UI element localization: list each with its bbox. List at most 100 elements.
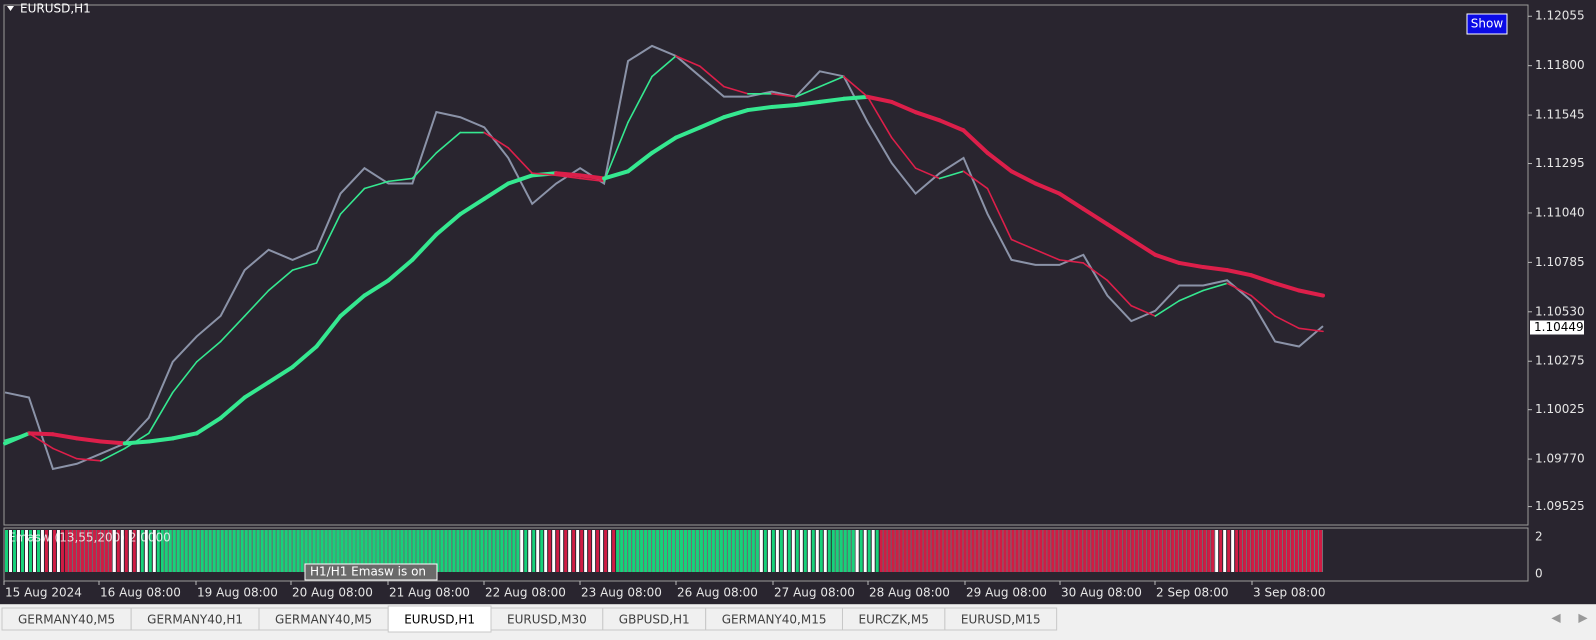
slow-ma-segment bbox=[1009, 169, 1038, 186]
signal-stripe bbox=[404, 530, 408, 572]
fast-ma-segment bbox=[1250, 294, 1276, 317]
signal-stripe bbox=[100, 530, 104, 572]
signal-stripe-gap bbox=[1070, 530, 1072, 572]
signal-stripe bbox=[1171, 530, 1175, 572]
signal-stripe bbox=[1135, 530, 1139, 572]
slow-ma-segment bbox=[146, 436, 175, 444]
signal-stripe-gap bbox=[363, 530, 365, 572]
tab[interactable] bbox=[387, 605, 492, 633]
signal-stripe bbox=[827, 530, 831, 572]
y-tick-label: 1.11295 bbox=[1535, 156, 1585, 170]
signal-stripe bbox=[620, 530, 624, 572]
signal-stripe-gap bbox=[950, 530, 952, 572]
signal-stripe-gap bbox=[1046, 530, 1048, 572]
fast-ma-segment bbox=[1274, 315, 1300, 330]
fast-ma-segment bbox=[1226, 282, 1252, 297]
signal-stripe bbox=[72, 530, 76, 572]
show-button-label[interactable]: Show bbox=[1471, 17, 1504, 31]
signal-stripe-gap bbox=[1170, 530, 1172, 572]
signal-stripe bbox=[528, 530, 532, 572]
signal-stripe bbox=[1303, 530, 1307, 572]
signal-stripe bbox=[260, 530, 264, 572]
signal-stripe bbox=[524, 530, 528, 572]
signal-stripe bbox=[1183, 530, 1187, 572]
signal-stripe-gap bbox=[675, 530, 676, 572]
signal-stripe-gap bbox=[183, 530, 185, 572]
signal-stripe bbox=[288, 530, 292, 572]
signal-stripe bbox=[536, 530, 540, 572]
signal-stripe bbox=[284, 530, 288, 572]
x-tick-label: 23 Aug 08:00 bbox=[581, 586, 662, 600]
signal-stripe-gap bbox=[962, 530, 964, 572]
scroll-left[interactable]: ◀ bbox=[1551, 611, 1561, 625]
signal-stripe-gap bbox=[1162, 530, 1164, 572]
signal-stripe bbox=[1147, 530, 1151, 572]
slow-ma-segment bbox=[314, 314, 343, 349]
signal-stripe bbox=[1119, 530, 1123, 572]
fast-ma-segment bbox=[866, 96, 893, 139]
signal-stripe bbox=[388, 530, 392, 572]
signal-stripe bbox=[1251, 530, 1255, 572]
signal-stripe-gap bbox=[647, 530, 649, 572]
signal-stripe-gap bbox=[655, 530, 657, 572]
signal-stripe-gap bbox=[187, 530, 189, 572]
fast-ma-segment bbox=[627, 75, 653, 124]
tooltip: H1/H1 Emasw is on bbox=[310, 565, 426, 579]
signal-stripe-gap bbox=[207, 530, 209, 572]
signal-stripe bbox=[1091, 530, 1095, 572]
tab-label[interactable]: EURCZK,M5 bbox=[858, 613, 928, 627]
signal-stripe bbox=[1099, 530, 1103, 572]
signal-stripe-gap bbox=[886, 530, 888, 572]
signal-stripe-gap bbox=[391, 530, 393, 572]
tab-label[interactable]: EURUSD,M15 bbox=[961, 613, 1041, 627]
signal-stripe bbox=[132, 530, 136, 572]
signal-stripe bbox=[84, 530, 88, 572]
tab-label[interactable]: GERMANY40,H1 bbox=[147, 613, 243, 627]
signal-stripe bbox=[1255, 530, 1259, 572]
tab[interactable] bbox=[944, 607, 1058, 631]
signal-stripe bbox=[1131, 530, 1135, 572]
show-button[interactable] bbox=[1466, 13, 1508, 35]
signal-stripe bbox=[1295, 530, 1299, 572]
x-tick-label: 16 Aug 08:00 bbox=[100, 586, 181, 600]
signal-stripe bbox=[823, 530, 827, 572]
y-tick-label: 1.11545 bbox=[1535, 108, 1585, 122]
signal-stripe-gap bbox=[171, 530, 173, 572]
tab-label[interactable]: GERMANY40,M5 bbox=[18, 613, 115, 627]
signal-stripe-gap bbox=[1318, 530, 1320, 572]
slow-ma-segment bbox=[578, 173, 607, 181]
signal-stripe-gap bbox=[1298, 530, 1300, 572]
signal-stripe bbox=[799, 530, 803, 572]
fast-ma-segment bbox=[411, 152, 438, 180]
fast-ma-segment bbox=[1178, 289, 1204, 302]
signal-stripe bbox=[771, 530, 775, 572]
menu-triangle[interactable] bbox=[7, 6, 14, 11]
tab-label[interactable]: GERMANY40,M15 bbox=[722, 613, 827, 627]
signal-stripe bbox=[484, 530, 488, 572]
tab-label[interactable]: EURUSD,H1 bbox=[404, 613, 475, 627]
slow-ma-segment bbox=[961, 128, 990, 155]
signal-stripe bbox=[975, 530, 979, 572]
fast-ma-segment bbox=[1034, 248, 1061, 261]
signal-stripe-gap bbox=[854, 530, 856, 572]
signal-stripe-gap bbox=[738, 530, 740, 572]
signal-stripe-gap bbox=[415, 530, 417, 572]
signal-stripe-gap bbox=[275, 530, 277, 572]
slow-ma-segment bbox=[673, 125, 702, 140]
signal-stripe bbox=[280, 530, 284, 572]
slow-ma-segment bbox=[1129, 237, 1158, 257]
scroll-right[interactable]: ▶ bbox=[1578, 611, 1588, 625]
slow-ma-segment bbox=[1297, 288, 1325, 298]
signal-stripe bbox=[703, 530, 707, 572]
signal-stripe-gap bbox=[659, 530, 661, 572]
signal-stripe bbox=[196, 530, 200, 572]
slow-ma-segment bbox=[1177, 260, 1206, 270]
fast-ma-segment bbox=[76, 457, 102, 462]
signal-stripe-gap bbox=[1010, 530, 1012, 572]
signal-stripe-gap bbox=[906, 530, 908, 572]
tab-label[interactable]: GERMANY40,M5 bbox=[275, 613, 372, 627]
slow-ma-segment bbox=[1201, 265, 1230, 273]
signal-stripe bbox=[428, 530, 432, 572]
tab-label[interactable]: EURUSD,M30 bbox=[507, 613, 587, 627]
tab-label[interactable]: GBPUSD,H1 bbox=[619, 613, 690, 627]
